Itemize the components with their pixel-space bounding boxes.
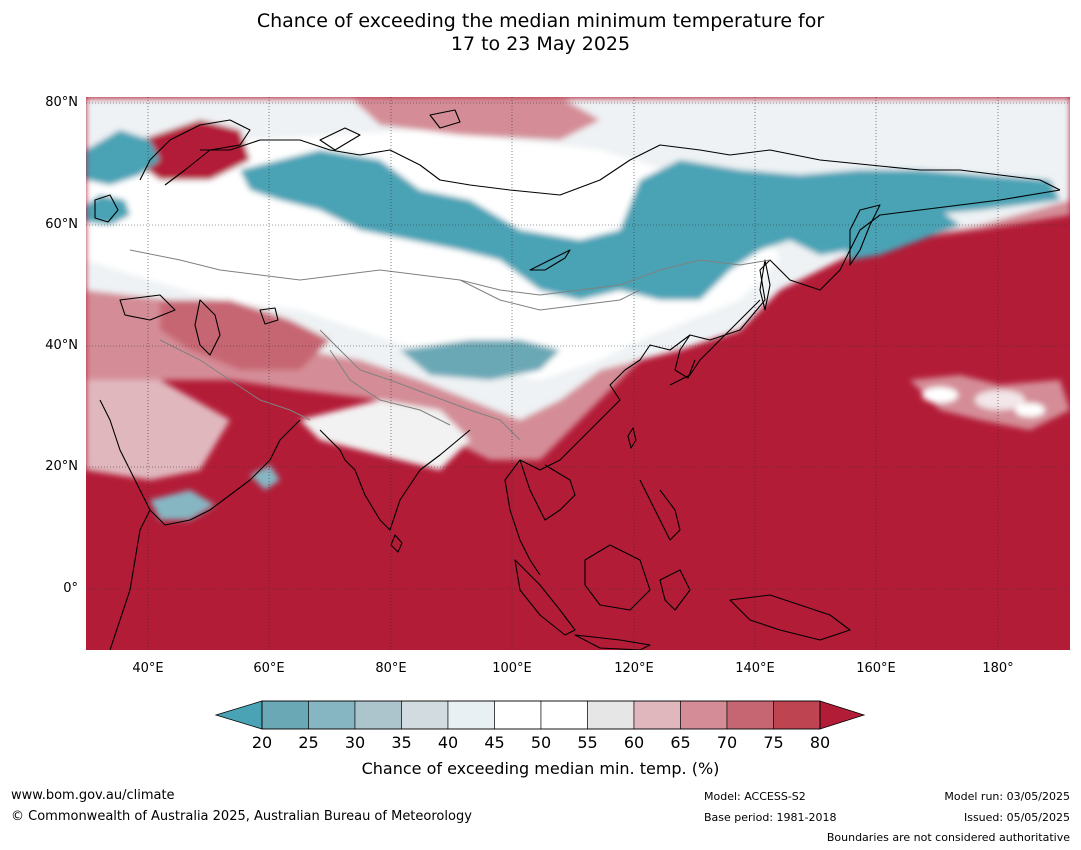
warm-zone-central-asia (160, 300, 330, 370)
coastline-philippines (639, 479, 681, 541)
colorbar-segment (726, 700, 774, 730)
coastline-uk (94, 194, 119, 223)
cool-zone-arabia (150, 490, 215, 520)
colorbar-tick-label: 55 (577, 733, 598, 752)
colorbar-segment (680, 700, 728, 730)
footer-copyright: © Commonwealth of Australia 2025, Austra… (11, 809, 472, 824)
colorbar-tick-label: 50 (530, 733, 552, 752)
colorbar-segment (540, 700, 588, 730)
colorbar-tick-label: 65 (670, 733, 691, 752)
neutral-zone-india (300, 400, 470, 470)
lat-label-20n: 20°N (45, 459, 78, 474)
lon-label-140e: 140°E (735, 661, 775, 676)
footer-issued: Issued: 05/05/2025 (963, 811, 1070, 824)
colorbar-segment (773, 700, 821, 730)
lat-label-40n: 40°N (45, 338, 78, 353)
graticule (86, 97, 1070, 650)
border-middle-east (159, 339, 311, 421)
coastline-korea (674, 334, 696, 379)
footer-url[interactable]: www.bom.gov.au/climate (11, 788, 175, 803)
title-line-1: Chance of exceeding the median minimum t… (256, 10, 825, 32)
colorbar-segment (494, 700, 542, 730)
border-india-north (329, 349, 451, 426)
coastline-indochina-malay (504, 459, 541, 576)
colorbar-tick-label: 20 (251, 733, 273, 752)
colorbar-tick-label: 70 (716, 733, 738, 752)
colorbar-segment (354, 700, 402, 730)
forecast-map (86, 97, 1070, 650)
footer-base-period: Base period: 1981-2018 (704, 811, 837, 824)
cool-zone-uk (86, 195, 130, 225)
colorbar-segment (633, 700, 681, 730)
colorbar-extend-high (819, 700, 866, 730)
footer-model: Model: ACCESS-S2 (704, 790, 806, 803)
coastline-black-sea (119, 294, 176, 321)
coastline-borneo (584, 544, 651, 611)
neutral-patch-pacific-3 (1015, 403, 1045, 417)
title-line-2: 17 to 23 May 2025 (450, 33, 631, 55)
colorbar-segment (308, 700, 356, 730)
coastline-sakhalin (759, 259, 771, 311)
neutral-patch-pacific-1 (922, 387, 958, 403)
coastline-kamchatka (849, 204, 881, 266)
colorbar-segment (401, 700, 449, 730)
coastline-southeast-asia (519, 459, 576, 521)
coastline-sumatra (514, 559, 576, 636)
coastline-severnaya-zemlya (429, 109, 461, 129)
coastline-novaya-zemlya (319, 127, 361, 151)
colorbar-extend-low (214, 700, 263, 730)
colorbar-tick-label: 35 (391, 733, 412, 752)
colorbar-tick-label: 40 (437, 733, 459, 752)
cool-zone-gulf (250, 465, 280, 490)
colorbar (214, 700, 866, 730)
coastline-eurasia-north (200, 139, 1061, 196)
coastline-east-asia (519, 189, 1061, 471)
coastline-scandinavia (139, 119, 251, 186)
warm-zone-arctic-pink (350, 97, 600, 140)
colorbar-segment (261, 700, 309, 730)
lat-label-80n: 80°N (45, 95, 78, 110)
border-china-west (319, 329, 521, 441)
lon-label-180: 180° (982, 661, 1014, 676)
lon-label-160e: 160°E (856, 661, 896, 676)
coastline-aral (259, 307, 279, 325)
lon-label-100e: 100°E (492, 661, 532, 676)
lon-label-80e: 80°E (375, 661, 407, 676)
colorbar-tick-label: 45 (484, 733, 505, 752)
coastline-arabia (99, 399, 301, 526)
colorbar-tick-label: 75 (763, 733, 784, 752)
neutral-patch-pacific-2 (975, 390, 1025, 410)
colorbar-frame (261, 700, 821, 730)
warm-zone-scandinavia (140, 120, 250, 180)
colorbar-segment (587, 700, 635, 730)
colorbar-tick-label: 80 (809, 733, 831, 752)
lon-label-120e: 120°E (614, 661, 654, 676)
lat-label-60n: 60°N (45, 217, 78, 232)
coastline-africa-horn (109, 509, 151, 650)
map-title: Chance of exceeding the median minimum t… (0, 10, 1081, 56)
coastline-new-guinea (729, 594, 851, 641)
colorbar-tick-label: 60 (623, 733, 645, 752)
footer-model-run: Model run: 03/05/2025 (944, 790, 1070, 803)
colorbar-tick-label: 25 (298, 733, 319, 752)
cool-zone-scandinavia (86, 130, 160, 185)
coastline-java (574, 634, 651, 650)
coastline-sri-lanka (390, 534, 403, 553)
lat-label-0: 0° (63, 581, 78, 596)
colorbar-tick-label: 30 (344, 733, 366, 752)
coastline-sulawesi (659, 569, 691, 611)
lon-label-40e: 40°E (132, 661, 164, 676)
cool-zone-china (400, 340, 560, 380)
lon-label-60e: 60°E (253, 661, 285, 676)
border-mongolia (459, 279, 641, 311)
coastline-caspian (194, 299, 221, 356)
colorbar-segment (447, 700, 495, 730)
footer-disclaimer: Boundaries are not considered authoritat… (826, 831, 1070, 844)
coastline-baikal (529, 249, 571, 271)
coastline-taiwan (627, 427, 637, 449)
colorbar-label: Chance of exceeding median min. temp. (%… (361, 759, 720, 778)
coastline-india (319, 429, 471, 531)
